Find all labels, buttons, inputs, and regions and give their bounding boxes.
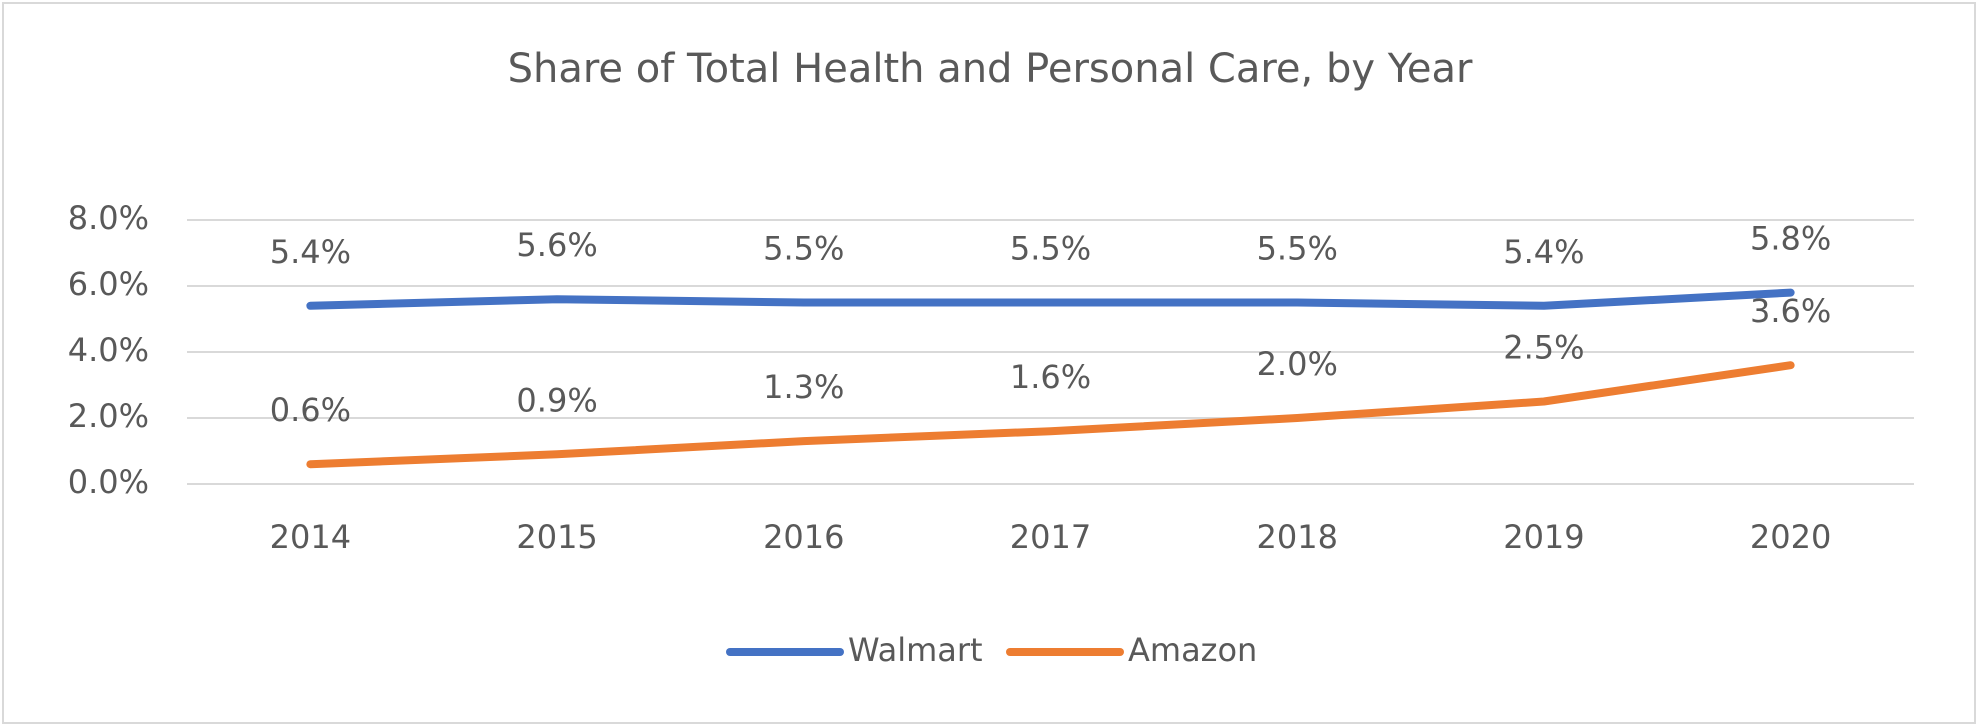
x-tick-label: 2014 [270, 518, 351, 556]
x-tick-label: 2017 [1010, 518, 1091, 556]
legend-label: Walmart [848, 631, 983, 669]
x-tick-label: 2016 [763, 518, 844, 556]
data-label: 5.5% [1257, 230, 1338, 268]
data-label: 3.6% [1750, 292, 1831, 330]
data-label: 1.6% [1010, 358, 1091, 396]
x-tick-label: 2018 [1256, 518, 1337, 556]
data-label: 5.5% [1010, 230, 1091, 268]
data-label: 1.3% [763, 368, 844, 406]
data-label: 5.5% [763, 230, 844, 268]
y-tick-label: 2.0% [68, 397, 149, 435]
data-label: 5.4% [1503, 233, 1584, 271]
data-label: 2.0% [1257, 345, 1338, 383]
chart-title: Share of Total Health and Personal Care,… [508, 46, 1473, 92]
y-tick-label: 6.0% [68, 265, 149, 303]
y-tick-label: 8.0% [68, 199, 149, 237]
x-tick-label: 2015 [516, 518, 597, 556]
series-line [306, 361, 1795, 469]
data-label: 0.9% [516, 381, 597, 419]
x-tick-label: 2020 [1750, 518, 1831, 556]
data-label: 0.6% [270, 391, 351, 429]
legend-label: Amazon [1128, 631, 1257, 669]
data-label: 5.4% [270, 233, 351, 271]
data-label: 5.6% [516, 226, 597, 264]
y-tick-label: 4.0% [68, 331, 149, 369]
data-label: 2.5% [1503, 329, 1584, 367]
series-line [306, 288, 1795, 310]
x-tick-label: 2019 [1503, 518, 1584, 556]
data-label: 5.8% [1750, 220, 1831, 258]
y-tick-label: 0.0% [68, 463, 149, 501]
